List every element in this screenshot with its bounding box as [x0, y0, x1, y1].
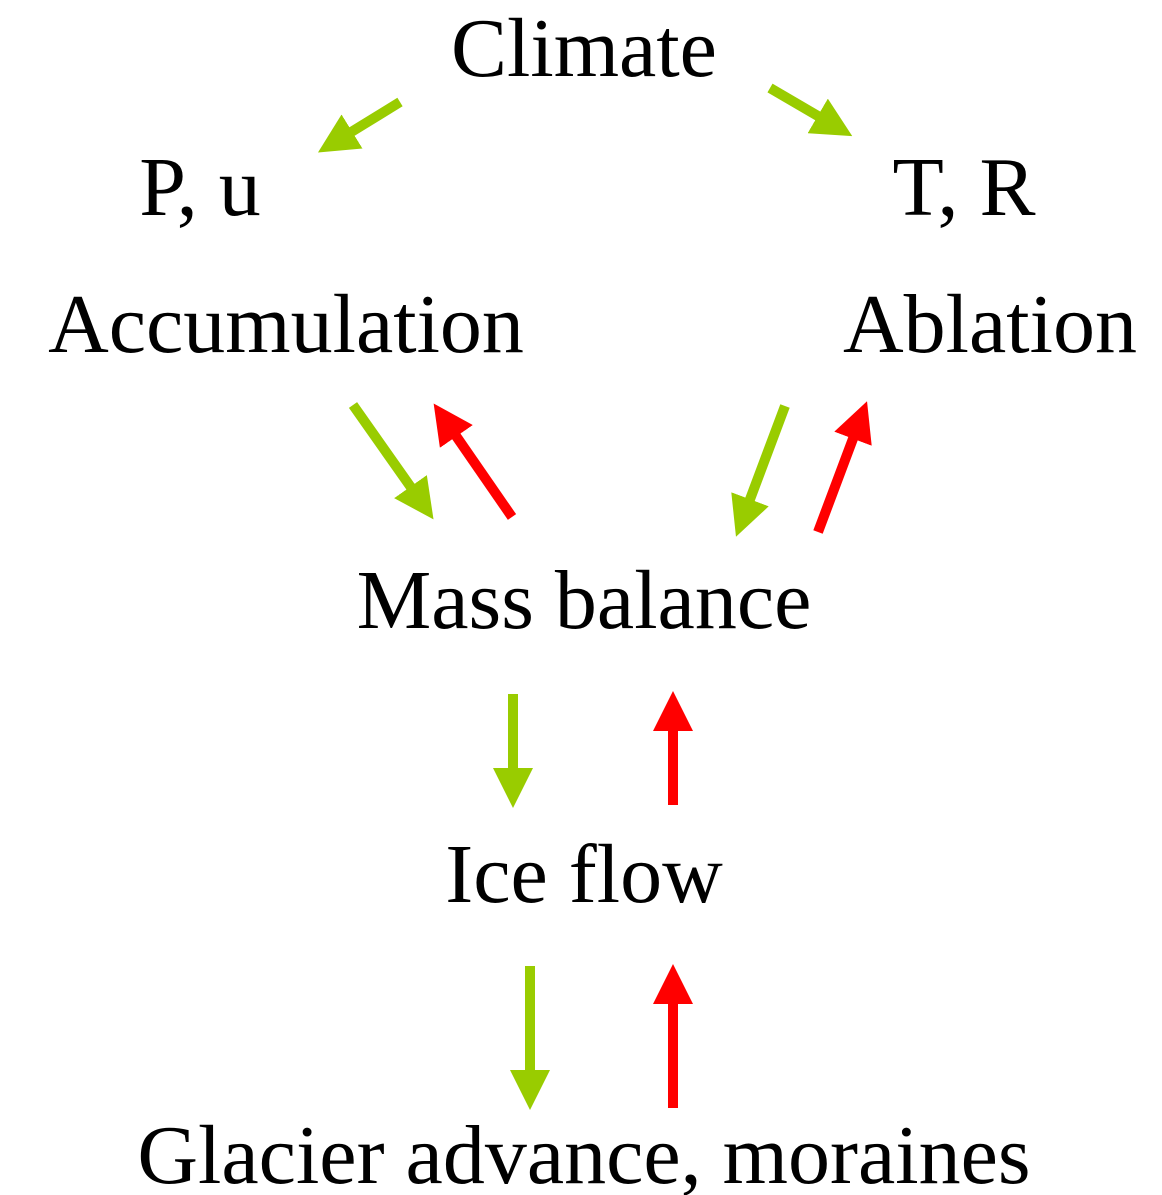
- arrow: [433, 403, 517, 520]
- arrow: [813, 401, 872, 534]
- node-label: Glacier advance, moraines: [137, 1109, 1030, 1195]
- arrow: [317, 97, 403, 153]
- node-label: Climate: [451, 2, 717, 95]
- arrow: [767, 83, 853, 137]
- node-label: Ice flow: [445, 828, 723, 921]
- node-label: Ablation: [843, 278, 1137, 371]
- node-label: Mass balance: [357, 554, 812, 647]
- arrows: [317, 83, 872, 1110]
- node-label: P, u: [139, 141, 260, 234]
- node-label: Accumulation: [48, 278, 524, 371]
- arrow: [348, 402, 434, 520]
- node-label: T, R: [892, 141, 1035, 234]
- arrow: [731, 404, 790, 537]
